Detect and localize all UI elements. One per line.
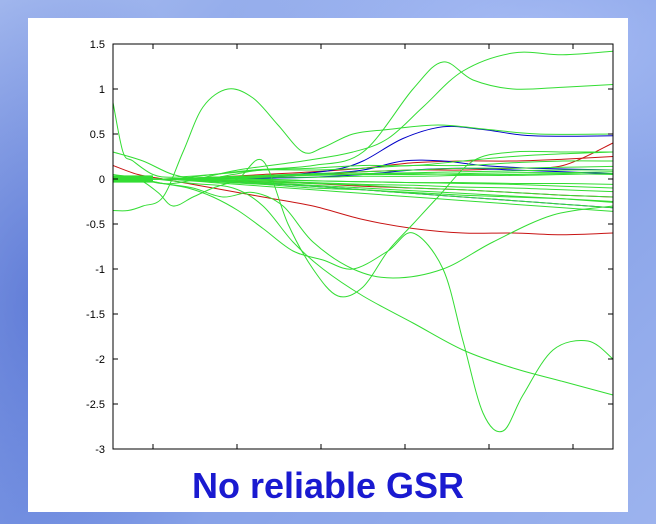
y-tick-label: 1	[99, 84, 105, 96]
y-tick-label: 0.5	[90, 129, 105, 141]
series-line-21	[112, 178, 614, 203]
y-tick-label: -0.5	[86, 219, 105, 231]
series-line-18	[112, 169, 614, 180]
series-line-6	[112, 178, 614, 396]
series-line-19	[112, 178, 614, 198]
chart-panel: 1.5 1 0.5 0 -0.5 -1 -1.5 -2 -2.5 -3	[28, 18, 628, 512]
line-chart: 1.5 1 0.5 0 -0.5 -1 -1.5 -2 -2.5 -3	[86, 39, 614, 456]
y-tick-label: -1	[95, 264, 105, 276]
y-tick-label: 1.5	[90, 39, 105, 51]
y-tick-label: -1.5	[86, 309, 105, 321]
series-line-22	[112, 171, 614, 180]
series-line-5	[112, 178, 614, 433]
series-layer	[112, 50, 614, 433]
series-line-3	[112, 88, 614, 212]
slide-caption: No reliable GSR	[191, 465, 465, 506]
series-line-17	[112, 178, 614, 212]
series-line-8	[112, 102, 614, 178]
series-bundle-start	[113, 175, 153, 183]
series-line-4	[112, 150, 613, 298]
series-line-9	[112, 151, 614, 180]
axes-box	[112, 43, 614, 450]
y-tick-label: -3	[95, 444, 105, 456]
series-line-1	[112, 50, 614, 185]
y-tick-label: -2.5	[86, 399, 105, 411]
series-line-7	[112, 178, 614, 279]
x-axis-ticks	[152, 44, 574, 449]
y-tick-label: -2	[95, 354, 105, 366]
y-axis-ticks: 1.5 1 0.5 0 -0.5 -1 -1.5 -2 -2.5 -3	[86, 39, 613, 456]
y-tick-label: 0	[99, 174, 105, 186]
